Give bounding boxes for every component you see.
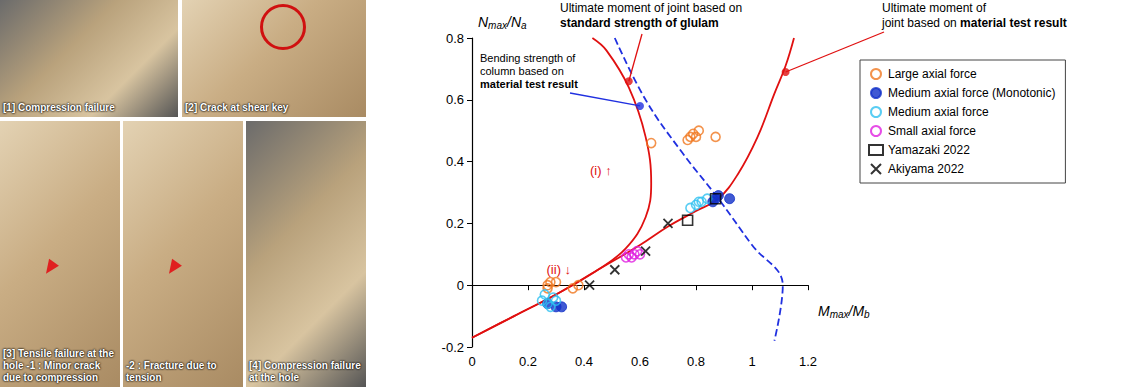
svg-text:joint based on: joint based on bbox=[881, 16, 960, 30]
svg-text:0.2: 0.2 bbox=[446, 216, 464, 231]
svg-text:material test result: material test result bbox=[480, 78, 578, 90]
html-text:[2] Crack at shear key: [2] Crack at shear key bbox=[185, 102, 289, 113]
svg-text:N: N bbox=[478, 14, 489, 30]
svg-text:Akiyama 2022: Akiyama 2022 bbox=[888, 162, 964, 176]
svg-text:a: a bbox=[521, 20, 527, 31]
svg-text:0: 0 bbox=[468, 354, 475, 369]
svg-text:Ultimate moment of: Ultimate moment of bbox=[882, 1, 987, 15]
svg-text:Yamazaki 2022: Yamazaki 2022 bbox=[888, 143, 970, 157]
svg-text:Large axial force: Large axial force bbox=[888, 67, 977, 81]
svg-text:0.8: 0.8 bbox=[446, 31, 464, 46]
html-text:[4] Compression failure at the: [4] Compression failure at the hole bbox=[249, 360, 361, 383]
html-text:/ N: / N bbox=[507, 14, 521, 30]
svg-text:0.4: 0.4 bbox=[446, 154, 464, 169]
svg-text:0.6: 0.6 bbox=[446, 92, 464, 107]
svg-text:standard strength of glulam: standard strength of glulam bbox=[560, 16, 719, 30]
svg-text:1: 1 bbox=[748, 354, 755, 369]
svg-text:Small axial force: Small axial force bbox=[888, 124, 976, 138]
html-text:[3] Tensile failure at the hol: [3] Tensile failure at the hole -1 : Min… bbox=[3, 348, 114, 383]
svg-text:0.6: 0.6 bbox=[631, 354, 649, 369]
svg-text:0.8: 0.8 bbox=[687, 354, 705, 369]
svg-text:-0.2: -0.2 bbox=[442, 340, 464, 355]
svg-text:1.2: 1.2 bbox=[799, 354, 817, 369]
svg-text:0: 0 bbox=[457, 278, 464, 293]
svg-text:M: M bbox=[852, 303, 864, 319]
svg-text:Ultimate moment of joint based: Ultimate moment of joint based on bbox=[560, 1, 742, 15]
svg-text:column based on: column based on bbox=[480, 65, 564, 77]
svg-text:Medium axial force: Medium axial force bbox=[888, 105, 989, 119]
html-text:[1] Compression failure: [1] Compression failure bbox=[3, 102, 115, 113]
svg-text:M: M bbox=[818, 303, 830, 319]
svg-text:b: b bbox=[864, 309, 870, 320]
svg-text:0.4: 0.4 bbox=[575, 354, 593, 369]
svg-text:0.2: 0.2 bbox=[519, 354, 537, 369]
html-text:-2 : Fracture due to tension: -2 : Fracture due to tension bbox=[126, 360, 217, 383]
svg-text:Bending strength of: Bending strength of bbox=[480, 52, 576, 64]
svg-text:(ii) ↓: (ii) ↓ bbox=[547, 262, 572, 277]
svg-text:(i) ↑: (i) ↑ bbox=[590, 163, 612, 178]
svg-text:max: max bbox=[830, 309, 850, 320]
svg-text:max: max bbox=[488, 20, 508, 31]
svg-text:Medium axial force (Monotonic): Medium axial force (Monotonic) bbox=[888, 86, 1055, 100]
svg-text:material test result: material test result bbox=[960, 16, 1067, 30]
